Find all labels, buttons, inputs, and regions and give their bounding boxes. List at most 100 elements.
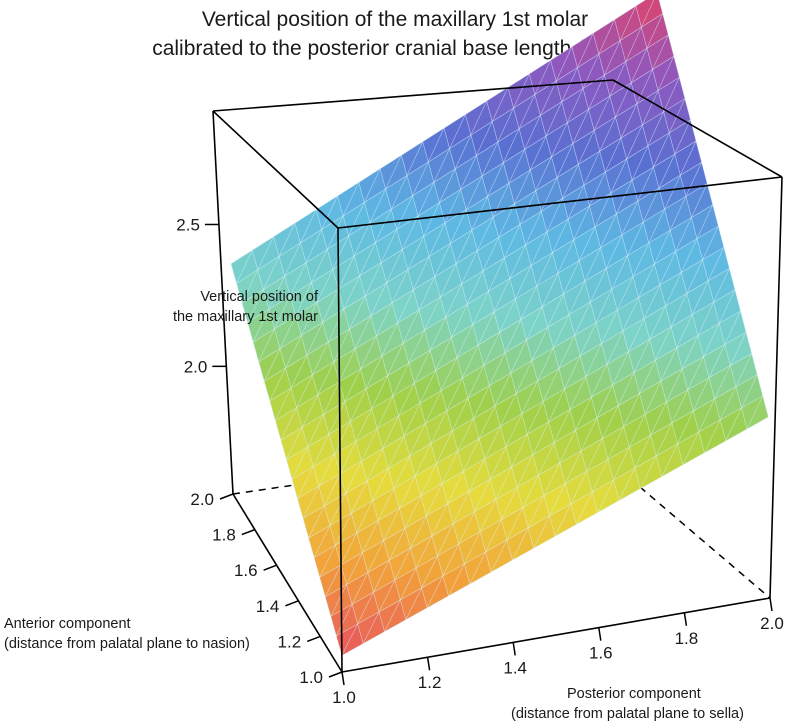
box-edge-left-back bbox=[212, 110, 234, 495]
mesh-diagonal bbox=[311, 249, 328, 283]
mesh-diagonal bbox=[552, 218, 569, 253]
mesh-diagonal bbox=[686, 259, 703, 294]
mesh-diagonal bbox=[708, 344, 726, 378]
mesh-diagonal bbox=[430, 410, 448, 444]
mesh-diagonal bbox=[444, 189, 462, 224]
z-axis-ticks: 2.0 2.5 bbox=[176, 215, 227, 376]
mesh-diagonal bbox=[291, 446, 309, 480]
mesh-diagonal bbox=[349, 295, 366, 330]
y-tick-mark bbox=[306, 635, 321, 643]
mesh-diagonal bbox=[541, 273, 559, 307]
mesh-diagonal bbox=[605, 234, 623, 269]
mesh-diagonal bbox=[357, 592, 374, 625]
mesh-gridline bbox=[236, 13, 663, 284]
mesh-diagonal bbox=[359, 242, 376, 277]
mesh-diagonal bbox=[351, 572, 369, 605]
mesh-diagonal bbox=[335, 604, 353, 637]
mesh-diagonal bbox=[319, 545, 336, 578]
mesh-diagonal bbox=[280, 407, 297, 441]
mesh-diagonal bbox=[335, 513, 352, 546]
mesh-diagonal bbox=[617, 372, 635, 406]
response-surface bbox=[230, 0, 769, 656]
mesh-diagonal bbox=[627, 221, 644, 256]
mesh-diagonal bbox=[674, 119, 691, 155]
mesh-diagonal bbox=[513, 73, 530, 109]
mesh-diagonal bbox=[340, 532, 358, 566]
mesh-diagonal bbox=[590, 364, 608, 398]
surface-cell bbox=[635, 0, 663, 28]
x-tick-label: 1.4 bbox=[503, 658, 527, 677]
mesh-diagonal bbox=[419, 370, 436, 404]
mesh-diagonal bbox=[724, 310, 741, 345]
mesh-diagonal bbox=[452, 491, 470, 524]
mesh-diagonal bbox=[365, 355, 383, 389]
mesh-diagonal bbox=[329, 493, 346, 526]
mesh-diagonal bbox=[436, 430, 453, 464]
mesh-diagonal bbox=[426, 575, 444, 609]
mesh-diagonal bbox=[413, 256, 430, 290]
mesh-diagonal bbox=[339, 441, 357, 474]
mesh-diagonal bbox=[681, 335, 699, 370]
mesh-diagonal bbox=[481, 141, 499, 177]
mesh-diagonal bbox=[463, 531, 481, 565]
mesh-diagonal bbox=[412, 161, 429, 196]
mesh-diagonal bbox=[616, 179, 633, 215]
mesh-diagonal bbox=[663, 77, 680, 112]
mesh-diagonal bbox=[521, 380, 538, 415]
mesh-diagonal bbox=[463, 438, 480, 472]
mesh-diagonal bbox=[268, 276, 285, 310]
mesh-diagonal bbox=[675, 217, 692, 252]
hidden-edge-right bbox=[639, 486, 771, 599]
mesh-diagonal bbox=[241, 269, 259, 304]
mesh-diagonal bbox=[439, 263, 457, 298]
mesh-diagonal bbox=[616, 276, 634, 311]
y-tick-label: 1.4 bbox=[256, 597, 280, 616]
mesh-diagonal bbox=[360, 335, 377, 370]
mesh-diagonal bbox=[423, 202, 440, 237]
mesh-diagonal bbox=[348, 202, 365, 237]
mesh-diagonal bbox=[735, 353, 753, 387]
mesh-diagonal bbox=[561, 67, 578, 103]
mesh-diagonal bbox=[485, 519, 502, 553]
box-edge-top-left bbox=[212, 110, 339, 229]
mesh-diagonal bbox=[633, 339, 651, 373]
y-axis-label-sub: (distance from palatal plane to nasion) bbox=[4, 636, 250, 652]
mesh-diagonal bbox=[387, 435, 405, 469]
mesh-diagonal bbox=[418, 276, 436, 311]
mesh-diagonal bbox=[512, 527, 529, 561]
mesh-diagonal bbox=[498, 203, 515, 238]
mesh-diagonal bbox=[333, 328, 350, 363]
mesh-diagonal bbox=[322, 289, 339, 323]
mesh-diagonal bbox=[476, 121, 493, 156]
mesh-diagonal bbox=[501, 487, 518, 520]
y-tick-mark bbox=[328, 671, 343, 678]
mesh-diagonal bbox=[487, 162, 504, 197]
mesh-diagonal bbox=[610, 158, 627, 194]
mesh-diagonal bbox=[450, 209, 467, 244]
mesh-diagonal bbox=[405, 587, 422, 620]
mesh-diagonal bbox=[493, 278, 511, 312]
mesh-diagonal bbox=[691, 183, 708, 218]
mesh-diagonal bbox=[652, 34, 669, 70]
mesh-diagonal bbox=[514, 169, 531, 205]
mesh-diagonal bbox=[297, 466, 314, 499]
x-tick-mark bbox=[426, 657, 431, 671]
mesh-diagonal bbox=[631, 145, 649, 181]
mesh-diagonal bbox=[350, 480, 368, 514]
mesh-diagonal bbox=[725, 407, 742, 442]
mesh-diagonal bbox=[441, 450, 459, 484]
mesh-diagonal bbox=[626, 124, 643, 160]
mesh-diagonal bbox=[655, 422, 673, 457]
mesh-diagonal bbox=[470, 100, 487, 136]
mesh-diagonal bbox=[596, 384, 613, 419]
mesh-diagonal bbox=[477, 216, 494, 251]
mesh-diagonal bbox=[465, 175, 483, 210]
mesh-diagonal bbox=[562, 164, 579, 199]
mesh-diagonal bbox=[354, 315, 372, 350]
mesh-diagonal bbox=[540, 177, 558, 212]
mesh-diagonal bbox=[350, 388, 367, 422]
mesh-gridline bbox=[252, 77, 680, 343]
mesh-diagonal bbox=[557, 239, 575, 274]
mesh-diagonal bbox=[497, 107, 514, 143]
mesh-diagonal bbox=[384, 599, 401, 632]
